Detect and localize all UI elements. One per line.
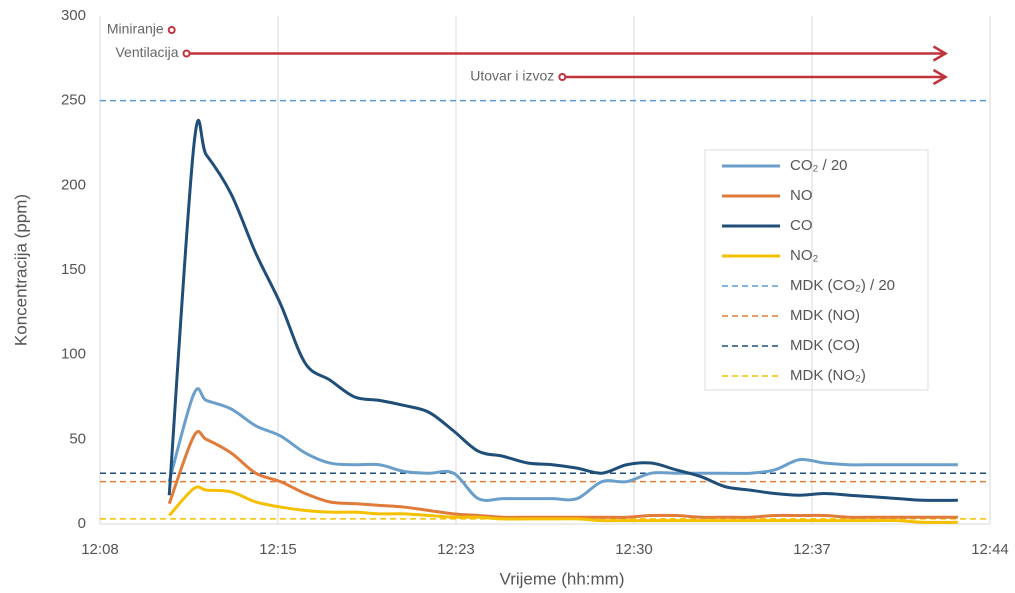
annotation-marker bbox=[182, 49, 191, 58]
y-tick-label: 100 bbox=[61, 346, 86, 363]
line-series bbox=[167, 387, 958, 502]
legend-label: MDK (CO₂) / 20 bbox=[790, 277, 895, 294]
y-axis-title: Koncentracija (ppm) bbox=[11, 194, 30, 346]
line-series bbox=[168, 485, 958, 524]
y-tick-label: 300 bbox=[61, 7, 86, 24]
x-tick-label: 12:15 bbox=[259, 541, 297, 558]
y-tick-label: 250 bbox=[61, 92, 86, 109]
arrow-head bbox=[932, 68, 948, 86]
y-tick-label: 150 bbox=[61, 261, 86, 278]
legend-label: MDK (NO₂) bbox=[790, 367, 866, 384]
annotation-marker bbox=[558, 73, 567, 81]
annotation-label: Miniranje bbox=[107, 21, 164, 37]
x-axis-title: Vrijeme (hh:mm) bbox=[500, 569, 625, 588]
y-tick-label: 200 bbox=[61, 176, 86, 193]
annotation-marker bbox=[167, 26, 176, 34]
annotation-label: Ventilacija bbox=[115, 44, 178, 60]
legend-box bbox=[704, 149, 929, 391]
legend-label: CO bbox=[790, 217, 813, 234]
annotation-label: Utovar i izvoz bbox=[470, 68, 554, 84]
x-tick-label: 12:30 bbox=[615, 541, 653, 558]
x-tick-label: 12:44 bbox=[971, 541, 1009, 558]
x-tick-label: 12:23 bbox=[437, 541, 475, 558]
line-series bbox=[167, 118, 958, 502]
legend-label: NO₂ bbox=[790, 247, 819, 264]
y-tick-label: 50 bbox=[69, 430, 86, 447]
line-series bbox=[167, 430, 958, 519]
legend-label: MDK (NO) bbox=[790, 307, 860, 324]
arrow-head bbox=[932, 45, 948, 62]
legend-label: CO₂ / 20 bbox=[790, 157, 848, 174]
x-tick-label: 12:37 bbox=[793, 541, 831, 558]
y-tick-label: 0 bbox=[78, 515, 86, 532]
x-tick-label: 12:08 bbox=[81, 541, 119, 558]
legend-label: NO bbox=[790, 187, 813, 204]
legend-label: MDK (CO) bbox=[790, 337, 860, 354]
